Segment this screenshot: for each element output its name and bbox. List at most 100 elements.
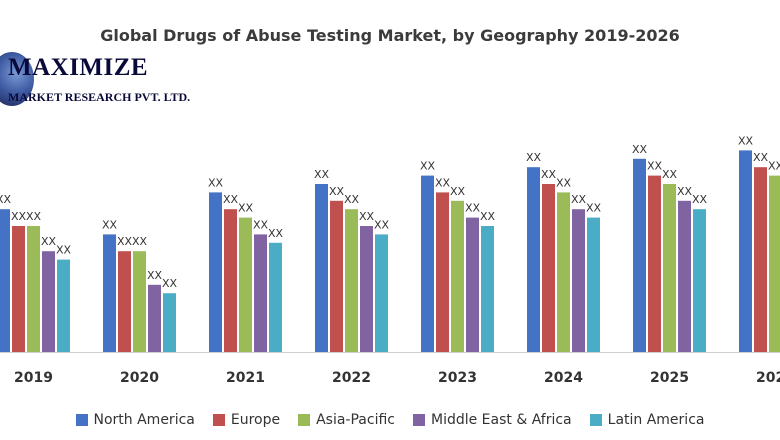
x-tick-label: 2025 (650, 370, 689, 386)
bar-2020-middle-east-africa (148, 284, 161, 352)
bar-2021-europe (224, 209, 237, 352)
data-label: XX (253, 218, 269, 231)
data-label: XX (768, 160, 780, 173)
data-label: XX (374, 218, 390, 231)
data-label: XX (465, 202, 481, 215)
data-label: XX (450, 185, 466, 198)
bar-2022-asia-pacific (345, 209, 358, 352)
legend-label: Europe (230, 412, 281, 428)
data-label: XX (238, 202, 254, 215)
bar-2026-europe (754, 167, 767, 352)
legend-label: Latin America (607, 412, 705, 428)
bar-2025-middle-east-africa (678, 200, 691, 352)
data-label: XX (0, 193, 11, 206)
company-logo: MAXIMIZE MARKET RESEARCH PVT. LTD. (0, 52, 200, 122)
chart-title: Global Drugs of Abuse Testing Market, by… (100, 26, 680, 45)
data-label: XX (647, 160, 663, 173)
data-label: XX (11, 210, 27, 223)
data-label: XX (329, 185, 345, 198)
data-label: XX (26, 210, 42, 223)
bar-2023-europe (436, 192, 449, 352)
bar-2019-asia-pacific (27, 226, 40, 352)
x-tick-label: 2019 (14, 370, 53, 386)
bar-2022-middle-east-africa (360, 226, 373, 352)
data-label: XX (435, 176, 451, 189)
chart-legend: North America Europe Asia-Pacific Middle Ea… (0, 412, 780, 428)
bar-2024-middle-east-africa (572, 209, 585, 352)
data-label: XX (314, 168, 330, 181)
bar-2026-asia-pacific (769, 175, 780, 352)
bar-2019-latin-america (57, 259, 70, 352)
data-label: XX (480, 210, 496, 223)
data-label: XX (586, 202, 602, 215)
bar-2020-latin-america (163, 293, 176, 352)
bar-chart: XXXXXXXXXX2019XXXXXXXXXX2020XXXXXXXXXX20… (0, 134, 780, 386)
data-label: XX (632, 143, 648, 156)
data-label: XX (56, 244, 72, 257)
data-label: XX (223, 193, 239, 206)
data-label: XX (359, 210, 375, 223)
x-tick-label: 2026 (756, 370, 780, 386)
legend-item: North America (75, 412, 195, 428)
bar-2020-asia-pacific (133, 251, 146, 352)
bar-2026-north-america (739, 150, 752, 352)
bar-2022-latin-america (375, 234, 388, 352)
bar-2020-north-america (103, 234, 116, 352)
bar-2024-europe (542, 184, 555, 352)
data-label: XX (420, 160, 436, 173)
logo-subtitle-text: MARKET RESEARCH PVT. LTD. (8, 90, 191, 104)
bar-2020-europe (118, 251, 131, 352)
data-label: XX (556, 176, 572, 189)
bar-2022-north-america (315, 184, 328, 352)
data-label: XX (208, 176, 224, 189)
x-tick-label: 2023 (438, 370, 477, 386)
legend-label: North America (93, 412, 195, 428)
legend-item: Asia-Pacific (298, 412, 395, 428)
data-label: XX (344, 193, 360, 206)
logo-brand-text: MAXIMIZE (8, 54, 149, 81)
data-label: XX (117, 235, 133, 248)
data-label: XX (753, 151, 769, 164)
data-label: XX (541, 168, 557, 181)
data-label: XX (677, 185, 693, 198)
legend-label: Asia-Pacific (316, 412, 395, 428)
globe-icon (0, 52, 34, 106)
legend-swatch (75, 414, 88, 426)
legend-swatch (298, 414, 311, 426)
x-tick-label: 2020 (120, 370, 159, 386)
legend-item: Latin America (589, 412, 705, 428)
legend-swatch (212, 414, 225, 426)
bar-2023-middle-east-africa (466, 217, 479, 352)
data-label: XX (571, 193, 587, 206)
data-label: XX (738, 134, 754, 147)
data-label: XX (692, 193, 708, 206)
data-label: XX (526, 151, 542, 164)
bar-2025-europe (648, 175, 661, 352)
legend-swatch (412, 414, 425, 426)
bar-2025-north-america (633, 158, 646, 352)
bar-2022-europe (330, 200, 343, 352)
bar-2024-latin-america (587, 217, 600, 352)
legend-item: Europe (212, 412, 281, 428)
data-label: XX (147, 269, 163, 282)
bar-2025-latin-america (693, 209, 706, 352)
bar-2019-europe (12, 226, 25, 352)
bar-2025-asia-pacific (663, 184, 676, 352)
data-label: XX (662, 168, 678, 181)
bar-2019-north-america (0, 209, 10, 352)
x-tick-label: 2024 (544, 370, 583, 386)
data-label: XX (102, 218, 118, 231)
data-label: XX (132, 235, 148, 248)
data-label: XX (162, 277, 178, 290)
bar-2021-asia-pacific (239, 217, 252, 352)
bar-2024-north-america (527, 167, 540, 352)
legend-label: Middle East & Africa (430, 412, 572, 428)
bar-2021-north-america (209, 192, 222, 352)
bar-2019-middle-east-africa (42, 251, 55, 352)
legend-swatch (589, 414, 602, 426)
legend-item: Middle East & Africa (412, 412, 572, 428)
data-label: XX (41, 235, 57, 248)
bar-2021-latin-america (269, 242, 282, 352)
bar-2023-latin-america (481, 226, 494, 352)
bar-2023-asia-pacific (451, 200, 464, 352)
